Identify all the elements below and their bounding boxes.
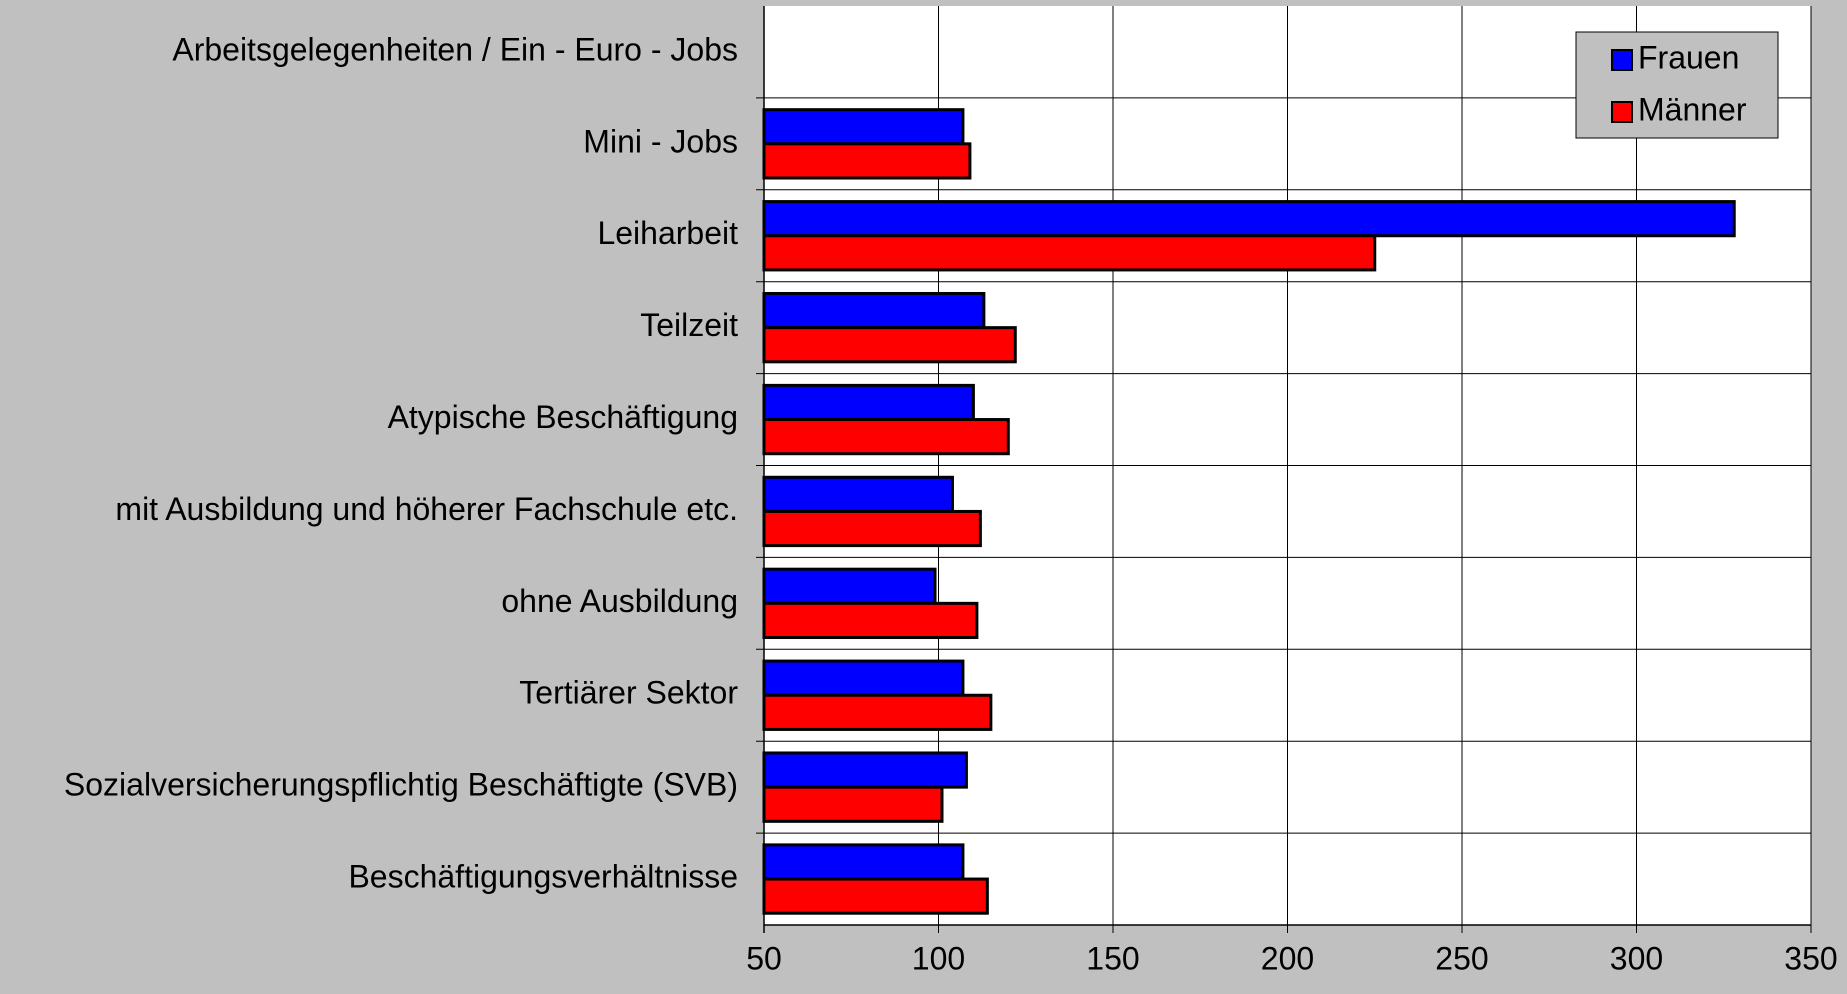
x-tick-label: 100 [912, 940, 965, 976]
bar [762, 785, 944, 823]
bar [762, 751, 968, 789]
bar [762, 291, 986, 330]
bar [762, 877, 989, 915]
y-tick-label: mit Ausbildung und höherer Fachschule et… [115, 491, 738, 527]
bar [762, 601, 979, 640]
legend-label: Männer [1638, 91, 1747, 127]
y-tick-label: ohne Ausbildung [501, 583, 738, 619]
bar [762, 693, 993, 731]
bar [762, 567, 937, 605]
y-tick-label: Teilzeit [640, 307, 738, 343]
bar [762, 142, 972, 180]
legend-label: Frauen [1638, 39, 1739, 75]
bar [762, 659, 965, 697]
x-tick-label: 250 [1435, 940, 1488, 976]
bar [762, 383, 975, 422]
y-tick-label: Arbeitsgelegenheiten / Ein - Euro - Jobs [172, 31, 738, 67]
x-tick-label: 50 [746, 940, 782, 976]
bar [762, 200, 1736, 238]
y-tick-label: Sozialversicherungspflichtig Beschäftigt… [64, 767, 738, 803]
bar [762, 234, 1377, 272]
bar [762, 108, 965, 146]
y-tick-label: Tertiärer Sektor [519, 675, 738, 711]
legend-swatch [1611, 101, 1633, 123]
bar [762, 843, 965, 881]
x-tick-label: 350 [1784, 940, 1837, 976]
y-tick-label: Beschäftigungsverhältnisse [348, 859, 738, 895]
x-tick-label: 300 [1610, 940, 1663, 976]
bar [762, 509, 982, 548]
bar [762, 418, 1010, 456]
legend [1575, 31, 1779, 139]
x-tick-label: 150 [1086, 940, 1139, 976]
bar [762, 475, 954, 513]
bar [762, 326, 1017, 364]
y-tick-label: Atypische Beschäftigung [388, 399, 738, 435]
legend-swatch [1611, 49, 1633, 71]
x-tick-label: 200 [1261, 940, 1314, 976]
y-tick-label: Leiharbeit [597, 215, 738, 251]
y-tick-label: Mini - Jobs [583, 123, 738, 159]
